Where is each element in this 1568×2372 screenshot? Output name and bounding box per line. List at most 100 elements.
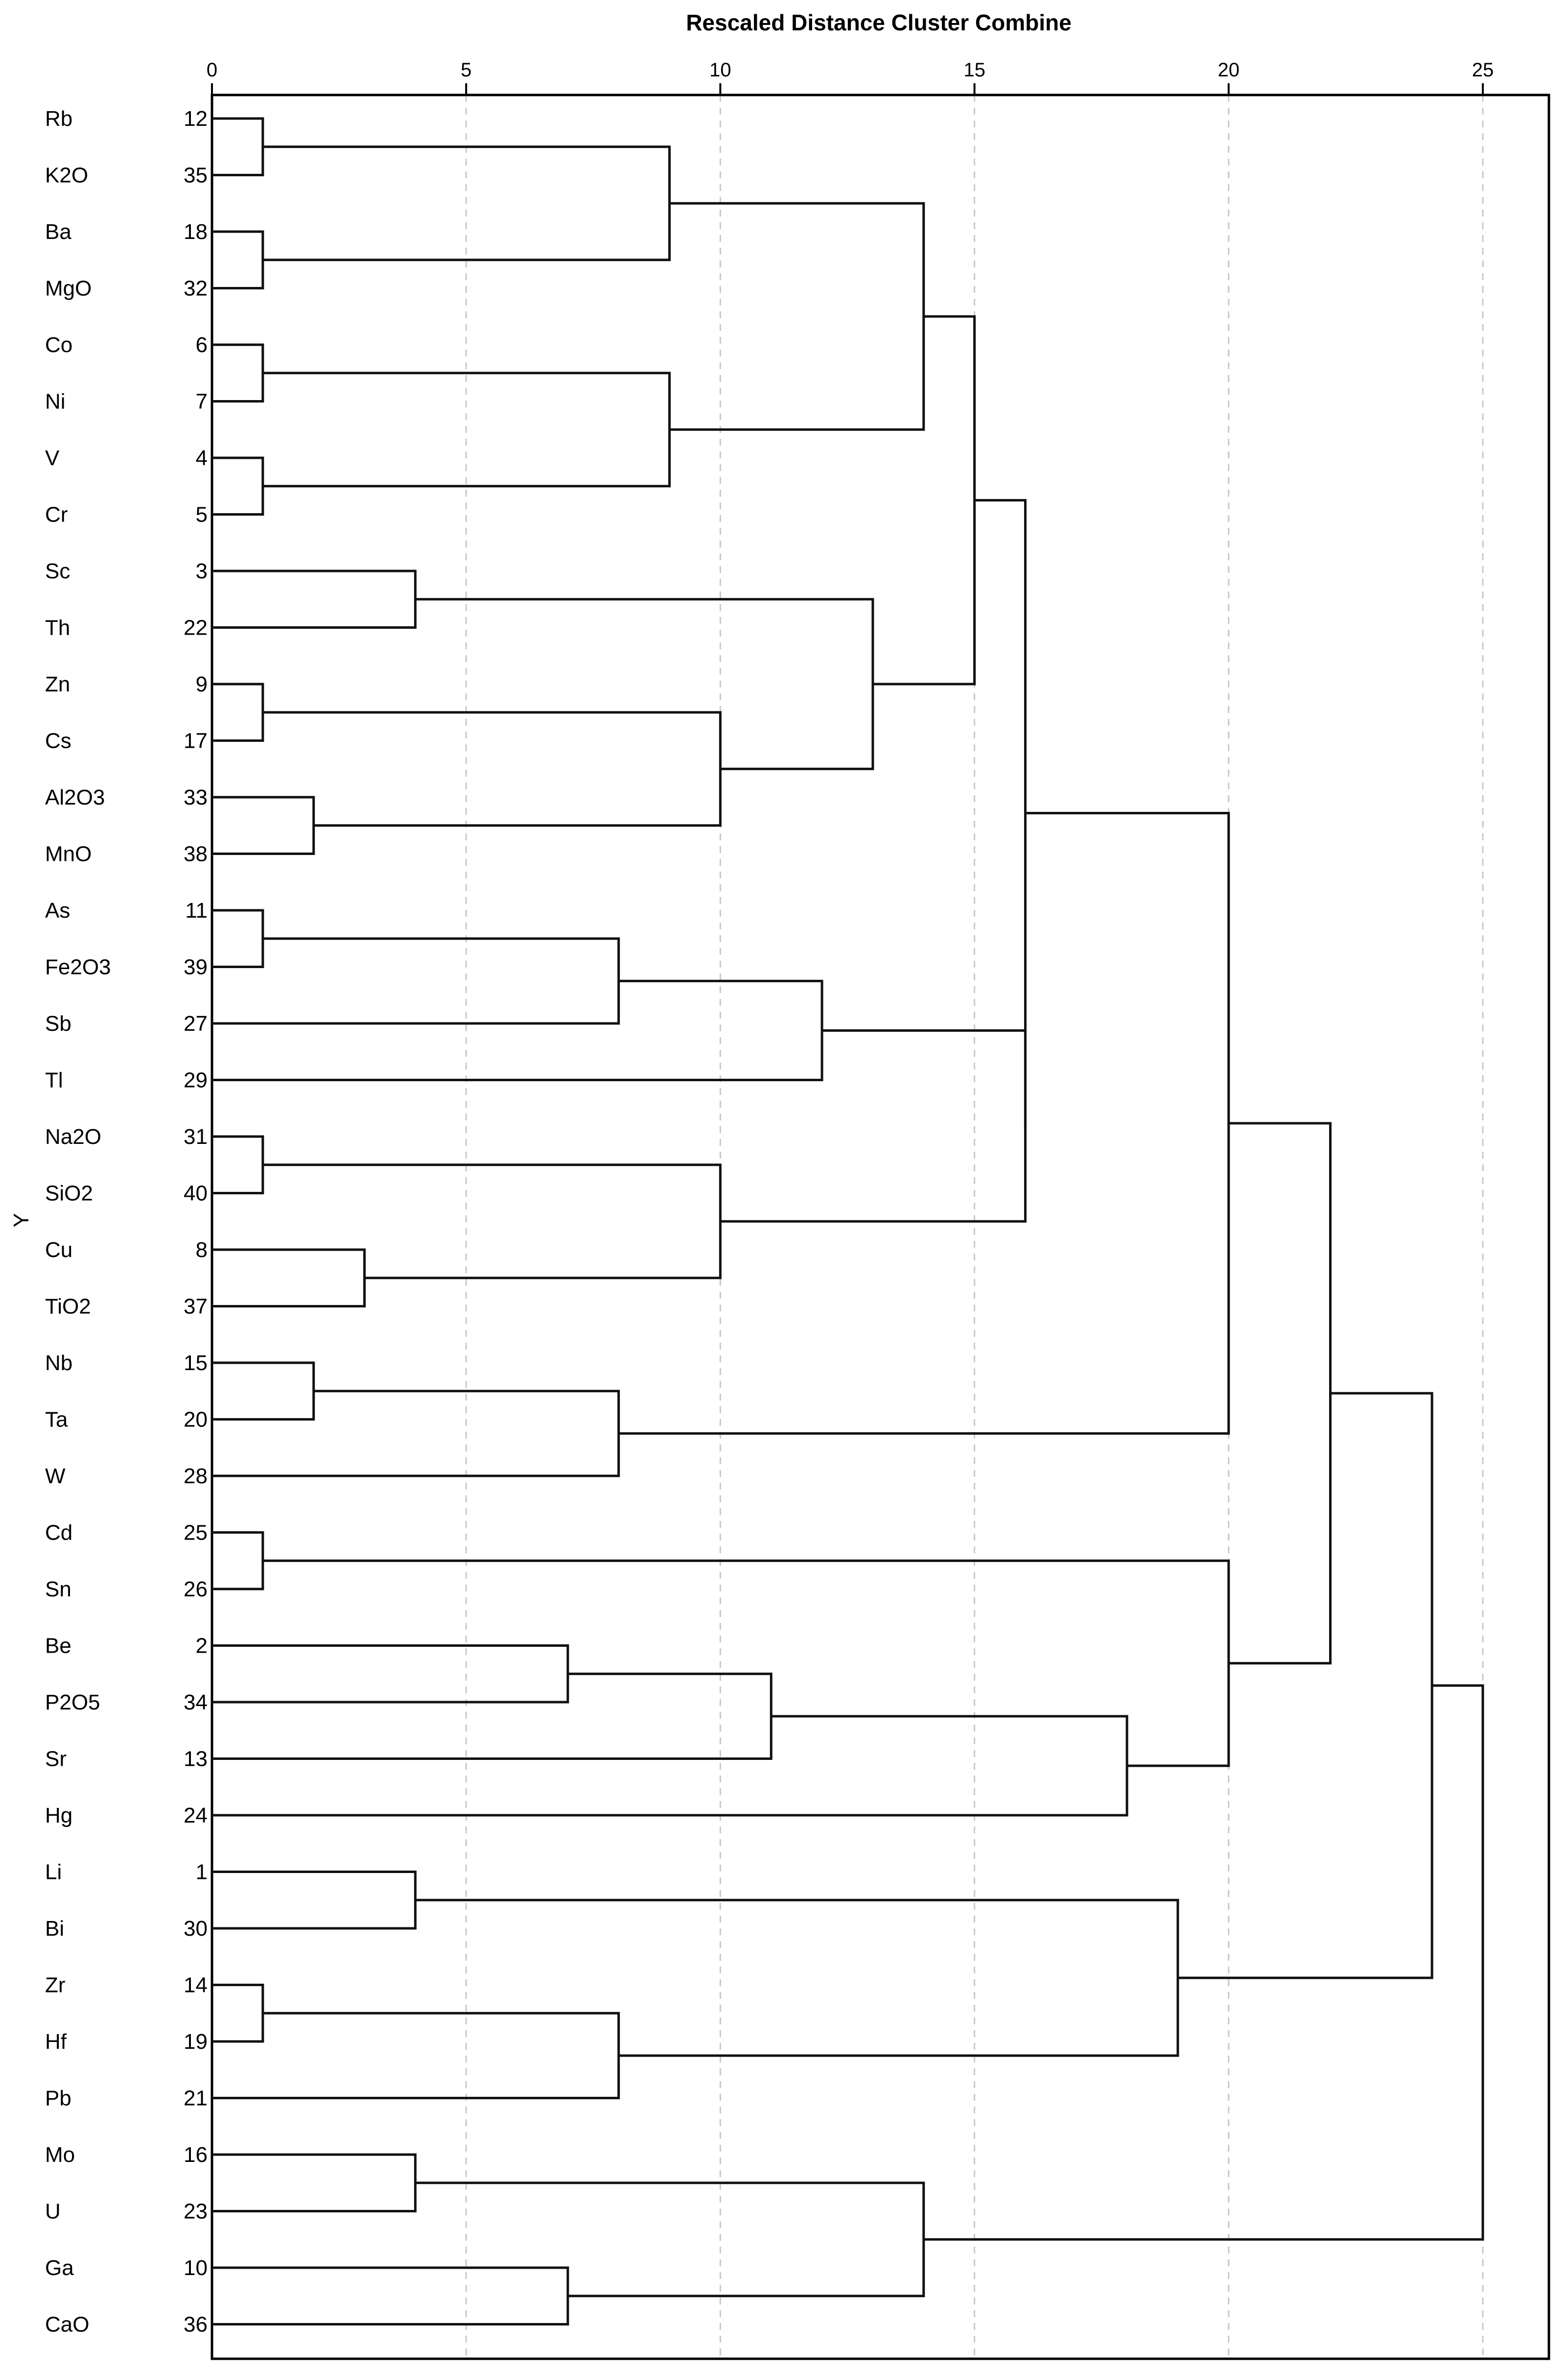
- dendrogram-link: [212, 2153, 417, 2212]
- leaf-label: Ta: [45, 1408, 68, 1432]
- leaf-label: Sr: [45, 1747, 67, 1771]
- leaf-case-number: 5: [196, 503, 208, 527]
- dendrogram-link: [212, 1135, 264, 1194]
- leaf-case-number: 7: [196, 390, 208, 414]
- dendrogram-link: [212, 1248, 366, 1307]
- x-tick-label: 20: [1218, 59, 1240, 81]
- dendrogram-link: [415, 2182, 925, 2298]
- x-tick-label: 5: [461, 59, 471, 81]
- leaf-case-number: 39: [184, 955, 208, 979]
- dendrogram-link: [212, 1390, 620, 1477]
- leaf-case-number: 13: [184, 1747, 208, 1771]
- leaf-case-number: 16: [184, 2143, 208, 2167]
- dendrogram-link: [212, 230, 264, 289]
- dendrogram-link: [212, 796, 315, 855]
- leaf-case-number: 12: [184, 107, 208, 131]
- leaf-label: Tl: [45, 1068, 63, 1092]
- leaf-case-number: 22: [184, 616, 208, 640]
- leaf-label: Nb: [45, 1351, 72, 1375]
- dendrogram-link: [415, 1898, 1179, 2057]
- leaf-label: Th: [45, 616, 70, 640]
- leaf-label: W: [45, 1464, 66, 1488]
- x-axis-ticks: 0 5 10 15 20 25: [207, 59, 1494, 95]
- dendrogram-link: [212, 1531, 264, 1590]
- leaf-case-number: 9: [196, 672, 208, 696]
- chart-title: Rescaled Distance Cluster Combine: [686, 10, 1071, 35]
- leaf-label: Be: [45, 1634, 71, 1658]
- leaf-label: P2O5: [45, 1690, 100, 1714]
- leaf-case-number: 30: [184, 1917, 208, 1941]
- leaf-label: Zn: [45, 672, 70, 696]
- leaf-case-number: 15: [184, 1351, 208, 1375]
- leaf-case-number: 36: [184, 2313, 208, 2337]
- leaf-label: Cd: [45, 1521, 72, 1545]
- leaf-case-number: 6: [196, 333, 208, 357]
- leaf-case-number: 24: [184, 1803, 208, 1827]
- leaf-case-number: 27: [184, 1012, 208, 1036]
- leaf-case-number: 1: [196, 1860, 208, 1884]
- leaf-label: TiO2: [45, 1295, 91, 1319]
- dendrogram-link: [262, 1163, 722, 1280]
- dendrogram-link: [669, 202, 925, 431]
- dendrogram-link: [212, 1361, 315, 1421]
- dendrogram-link: [212, 343, 264, 403]
- dendrogram-link: [262, 711, 722, 827]
- dendrogram-link: [212, 1672, 772, 1760]
- leaf-case-number: 14: [184, 1973, 208, 1997]
- dendrogram-link: [212, 683, 264, 742]
- leaf-label: Cu: [45, 1238, 72, 1262]
- leaf-label: Sc: [45, 559, 70, 583]
- leaf-case-number: 37: [184, 1295, 208, 1319]
- leaf-case-number: 11: [185, 899, 208, 923]
- leaf-case-number: 2: [196, 1634, 208, 1658]
- leaf-case-number: 26: [184, 1577, 208, 1601]
- leaf-case-number: 38: [184, 842, 208, 866]
- dendrogram-link: [1228, 1122, 1332, 1665]
- dendrogram-link: [262, 145, 671, 261]
- dendrogram-link: [415, 598, 874, 770]
- leaf-label: CaO: [45, 2313, 89, 2337]
- dendrogram-link: [212, 456, 264, 516]
- dendrogram-link: [212, 1984, 264, 2043]
- dendrogram-link: [923, 1684, 1484, 2241]
- leaf-label: Cs: [45, 729, 71, 753]
- leaf-label: Sn: [45, 1577, 71, 1601]
- leaf-case-number: 33: [184, 785, 208, 809]
- x-tick-label: 15: [963, 59, 985, 81]
- dendrogram-link: [1177, 1392, 1433, 1979]
- leaf-case-number: 3: [196, 559, 208, 583]
- leaf-label: Co: [45, 333, 72, 357]
- dendrogram-link: [212, 2266, 569, 2325]
- leaf-label: Zr: [45, 1973, 66, 1997]
- leaf-label: Fe2O3: [45, 955, 111, 979]
- leaf-case-number: 17: [184, 729, 208, 753]
- dendrogram-links: [212, 117, 1484, 2325]
- leaf-case-number: 20: [184, 1408, 208, 1432]
- dendrogram-link: [262, 1559, 1230, 1767]
- leaf-case-number: 19: [184, 2030, 208, 2054]
- leaf-label: SiO2: [45, 1182, 93, 1206]
- leaf-label: Ba: [45, 220, 71, 244]
- dendrogram-link: [212, 569, 417, 629]
- leaf-case-number: 28: [184, 1464, 208, 1488]
- dendrogram-link: [212, 909, 264, 968]
- leaf-label: K2O: [45, 164, 88, 188]
- leaf-label: Mo: [45, 2143, 75, 2167]
- dendrogram-link: [872, 315, 976, 686]
- leaf-label: As: [45, 899, 70, 923]
- dendrogram-link: [212, 117, 264, 176]
- leaf-label: Na2O: [45, 1125, 101, 1149]
- leaf-case-number: 21: [184, 2087, 208, 2111]
- dendrogram-link: [262, 372, 671, 488]
- dendrogram-link: [720, 1029, 1027, 1223]
- leaf-case-number: 18: [184, 220, 208, 244]
- leaf-label: V: [45, 446, 60, 470]
- leaf-case-number: 29: [184, 1068, 208, 1092]
- leaf-case-number: 25: [184, 1521, 208, 1545]
- dendrogram-link: [212, 1871, 417, 1930]
- dendrogram-link: [212, 1644, 569, 1704]
- dendrogram-link: [974, 499, 1027, 1126]
- leaf-case-number: 34: [184, 1690, 208, 1714]
- leaf-label: Sb: [45, 1012, 71, 1036]
